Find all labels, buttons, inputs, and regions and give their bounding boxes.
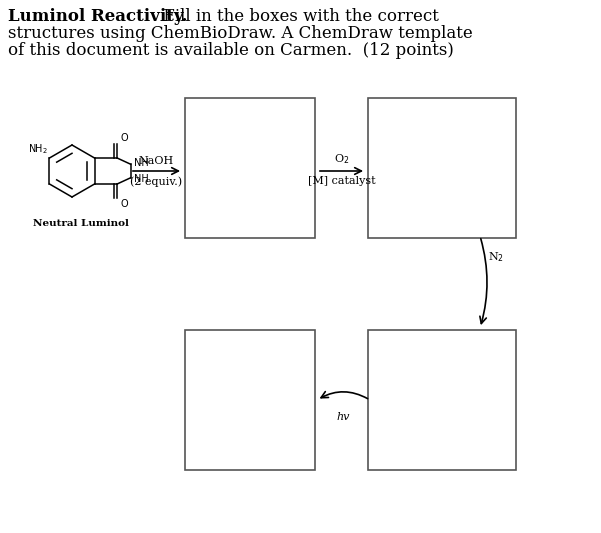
Text: O: O [120, 199, 128, 209]
Bar [185, 330, 315, 470]
Text: N$_2$: N$_2$ [488, 250, 504, 264]
Text: Fill in the boxes with the correct: Fill in the boxes with the correct [158, 8, 439, 25]
Text: Neutral Luminol: Neutral Luminol [33, 219, 129, 228]
Text: (2 equiv.): (2 equiv.) [130, 176, 183, 187]
Text: NH: NH [133, 158, 148, 168]
Text: NH: NH [133, 174, 148, 184]
Bar [368, 98, 516, 238]
Text: O$_2$: O$_2$ [334, 152, 349, 166]
Text: Luminol Reactivity.: Luminol Reactivity. [8, 8, 188, 25]
Text: NaOH: NaOH [139, 156, 174, 166]
Bar [185, 98, 315, 238]
Text: O: O [120, 133, 128, 143]
Text: [M] catalyst: [M] catalyst [308, 176, 375, 186]
Text: of this document is available on Carmen.  (12 points): of this document is available on Carmen.… [8, 42, 454, 59]
Text: NH$_2$: NH$_2$ [28, 142, 47, 156]
Text: hv: hv [337, 412, 350, 422]
Bar [368, 330, 516, 470]
Text: structures using ChemBioDraw. A ChemDraw template: structures using ChemBioDraw. A ChemDraw… [8, 25, 473, 42]
